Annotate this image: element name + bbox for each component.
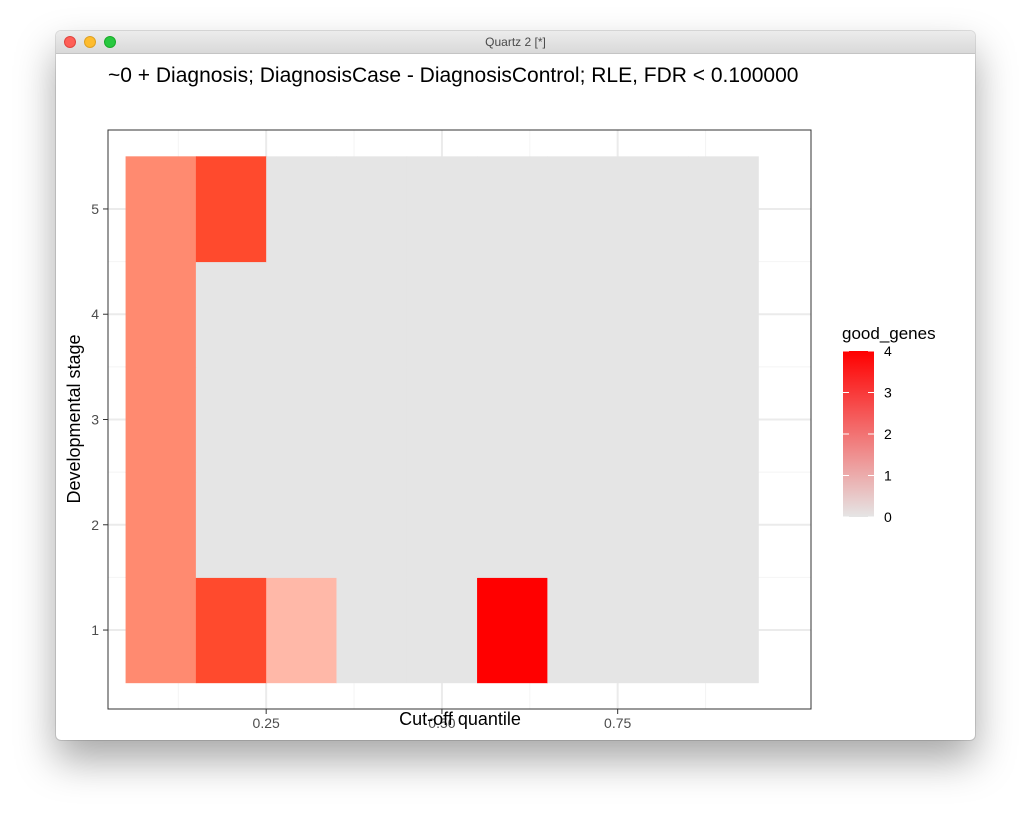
y-tick-label: 3 (91, 412, 99, 428)
heatmap-tile (266, 472, 337, 578)
heatmap-tile (195, 472, 267, 578)
legend-tick-label: 3 (884, 385, 892, 401)
heatmap-tile (266, 261, 337, 368)
y-tick-label: 2 (91, 517, 99, 533)
heatmap-tile (266, 577, 337, 684)
heatmap-tile (617, 472, 689, 578)
heatmap-tile (547, 472, 619, 578)
heatmap-tile (477, 366, 548, 473)
heatmap-tile (547, 261, 619, 368)
legend-tick-label: 0 (884, 509, 892, 525)
heatmap-tile (406, 472, 478, 578)
heatmap-tile (477, 577, 548, 684)
plot-area: ~0 + Diagnosis; DiagnosisCase - Diagnosi… (56, 54, 975, 740)
x-tick-label: 0.50 (428, 715, 455, 731)
heatmap-tile (547, 366, 619, 473)
window-title: Quartz 2 [*] (485, 35, 546, 49)
y-tick-label: 1 (91, 622, 99, 638)
title-bar[interactable]: Quartz 2 [*] (56, 31, 975, 54)
heatmap-tile (617, 366, 689, 473)
heatmap-tile (195, 366, 267, 473)
heatmap-tile (336, 261, 408, 368)
chart-title: ~0 + Diagnosis; DiagnosisCase - Diagnosi… (108, 64, 798, 87)
y-axis-title: Developmental stage (64, 334, 84, 503)
legend-title: good_genes (842, 324, 936, 343)
x-tick-label: 0.25 (253, 715, 280, 731)
heatmap-tile (125, 261, 197, 368)
color-legend: good_genes 0 1 2 3 4 (842, 324, 936, 525)
heatmap-tile (336, 472, 408, 578)
heatmap-tile (125, 472, 197, 578)
heatmap-tile (406, 156, 478, 263)
heatmap-tile (406, 261, 478, 368)
legend-tick-label: 4 (884, 343, 892, 359)
y-tick-label: 5 (91, 201, 99, 217)
heatmap-tile (336, 156, 408, 263)
heatmap-tile (617, 577, 689, 684)
heatmap-tile (406, 366, 478, 473)
heatmap-tile (477, 472, 548, 578)
heatmap-tile (266, 156, 337, 263)
heatmap-tile (336, 366, 408, 473)
heatmap-tile (195, 156, 267, 263)
x-axis: 0.25 0.50 0.75 (253, 709, 632, 731)
heatmap-tile (687, 156, 759, 263)
y-axis: 1 2 3 4 5 (91, 201, 108, 638)
heatmap-tile (687, 261, 759, 368)
y-tick-label: 4 (91, 306, 99, 322)
legend-tick-label: 1 (884, 468, 892, 484)
legend-ticks: 0 1 2 3 4 (843, 343, 892, 525)
heatmap-tile (477, 261, 548, 368)
minimize-button[interactable] (84, 36, 96, 48)
heatmap-tiles (125, 156, 759, 684)
heatmap-tile (687, 472, 759, 578)
heatmap-tile (687, 577, 759, 684)
heatmap-tile (547, 577, 619, 684)
heatmap-tile (125, 577, 197, 684)
heatmap-tile (687, 366, 759, 473)
heatmap-tile (195, 261, 267, 368)
x-axis-title: Cut-off quantile (399, 709, 521, 729)
heatmap-tile (617, 156, 689, 263)
close-button[interactable] (64, 36, 76, 48)
heatmap-tile (406, 577, 478, 684)
heatmap-tile (125, 156, 197, 263)
heatmap-tile (477, 156, 548, 263)
heatmap-tile (266, 366, 337, 473)
heatmap-tile (617, 261, 689, 368)
heatmap-tile (547, 156, 619, 263)
legend-tick-label: 2 (884, 426, 892, 442)
heatmap-chart: ~0 + Diagnosis; DiagnosisCase - Diagnosi… (64, 64, 936, 731)
heatmap-tile (195, 577, 267, 684)
x-tick-label: 0.75 (604, 715, 631, 731)
quartz-window: Quartz 2 [*] ~0 + Diagnosis; DiagnosisCa… (56, 31, 975, 740)
heatmap-tile (336, 577, 408, 684)
heatmap-tile (125, 366, 197, 473)
panel-border (107, 129, 812, 710)
zoom-button[interactable] (104, 36, 116, 48)
